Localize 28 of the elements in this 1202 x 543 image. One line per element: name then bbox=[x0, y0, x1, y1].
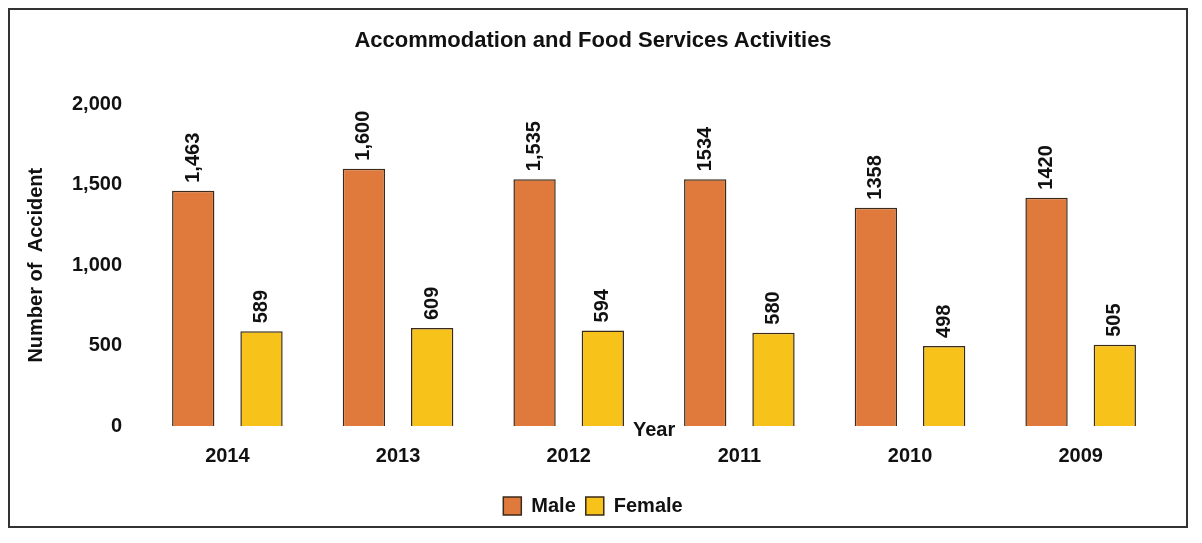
y-tick-label: 500 bbox=[88, 333, 123, 356]
data-label: 1420 bbox=[1034, 145, 1057, 190]
data-label: 498 bbox=[931, 304, 954, 338]
data-label: 1534 bbox=[692, 125, 715, 172]
x-tick-label: 2014 bbox=[205, 443, 251, 466]
data-label: 1,463 bbox=[180, 132, 203, 183]
x-axis-title: Year bbox=[632, 417, 676, 440]
data-label: 589 bbox=[249, 289, 272, 324]
data-label: 580 bbox=[761, 291, 783, 325]
x-tick-label: 2009 bbox=[1058, 443, 1103, 466]
y-tick-label: 0 bbox=[110, 413, 123, 436]
data-label: 505 bbox=[1102, 303, 1125, 337]
data-label: 594 bbox=[590, 288, 613, 323]
y-axis-title: Number of Accident bbox=[23, 167, 46, 363]
x-tick-label: 2010 bbox=[887, 443, 933, 466]
x-tick-label: 2012 bbox=[546, 443, 591, 466]
data-label: 1358 bbox=[863, 155, 886, 200]
legend-label: Male bbox=[531, 493, 576, 516]
x-tick-label: 2011 bbox=[717, 443, 762, 466]
y-tick-label: 2,000 bbox=[71, 91, 123, 114]
data-label: 609 bbox=[419, 286, 442, 321]
y-tick-label: 1,500 bbox=[71, 172, 123, 195]
data-label: 1,535 bbox=[522, 121, 545, 172]
x-tick-label: 2013 bbox=[375, 443, 421, 466]
legend-label: Female bbox=[613, 493, 683, 516]
data-label: 1,600 bbox=[351, 110, 374, 161]
y-tick-label: 1,000 bbox=[71, 252, 123, 275]
chart-title: Accommodation and Food Services Activities bbox=[354, 27, 832, 53]
